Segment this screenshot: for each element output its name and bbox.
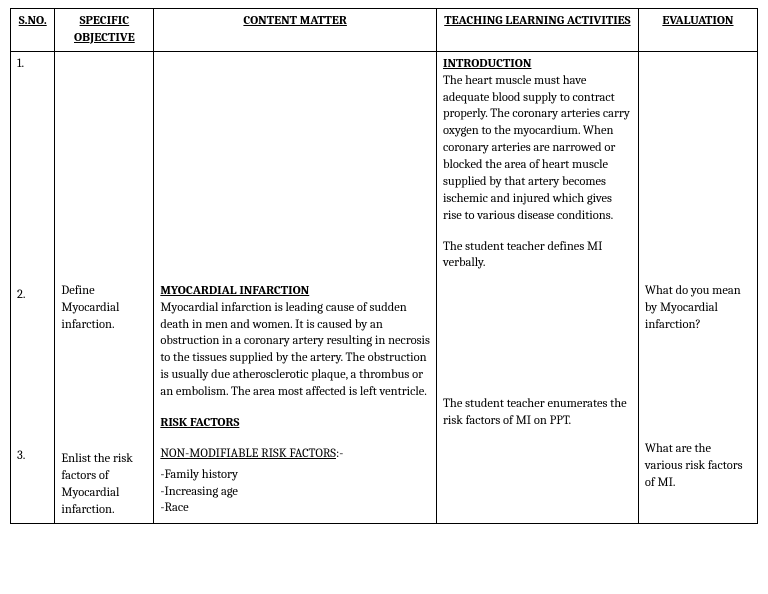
cell-evaluation: What do you mean by Myocardial infarctio… xyxy=(638,51,757,523)
mi-text: Myocardial infarction is leading cause o… xyxy=(160,301,430,399)
header-row: S.NO. SPECIFIC OBJECTIVE CONTENT MATTER … xyxy=(11,9,758,52)
risk-sub-line: NON-MODIFIABLE RISK FACTORS:- xyxy=(160,446,430,463)
cell-objective: Define Myocardial infarction. Enlist the… xyxy=(55,51,154,523)
cell-content: MYOCARDIAL INFARCTION Myocardial infarct… xyxy=(154,51,437,523)
sno-2: 2. xyxy=(17,287,48,304)
intro-heading: INTRODUCTION xyxy=(443,57,531,71)
header-evaluation: EVALUATION xyxy=(638,9,757,52)
intro-text: The heart muscle must have adequate bloo… xyxy=(443,74,630,223)
objective-2: Define Myocardial infarction. xyxy=(61,283,147,334)
header-sno: S.NO. xyxy=(11,9,55,52)
risk-sub-suffix: :- xyxy=(336,447,343,461)
content-block-3: RISK FACTORS NON-MODIFIABLE RISK FACTORS… xyxy=(160,415,430,517)
mi-heading: MYOCARDIAL INFARCTION xyxy=(160,284,309,298)
risk-item-3: -Race xyxy=(160,500,430,517)
cell-activities: INTRODUCTION The heart muscle must have … xyxy=(436,51,638,523)
content-block-2: MYOCARDIAL INFARCTION Myocardial infarct… xyxy=(160,283,430,401)
header-activities: TEACHING LEARNING ACTIVITIES xyxy=(436,9,638,52)
cell-sno: 1. 2. 3. xyxy=(11,51,55,523)
evaluation-2: What do you mean by Myocardial infarctio… xyxy=(645,283,751,334)
table-row: 1. 2. 3. Define Myocardial infarction. E… xyxy=(11,51,758,523)
activity-3: The student teacher enumerates the risk … xyxy=(443,396,632,430)
lesson-plan-table: S.NO. SPECIFIC OBJECTIVE CONTENT MATTER … xyxy=(10,8,758,524)
risk-item-2: -Increasing age xyxy=(160,484,430,501)
risk-heading: RISK FACTORS xyxy=(160,415,430,432)
header-content: CONTENT MATTER xyxy=(154,9,437,52)
objective-3: Enlist the risk factors of Myocardial in… xyxy=(61,451,147,519)
sno-3: 3. xyxy=(17,448,48,465)
activity-block-1: INTRODUCTION The heart muscle must have … xyxy=(443,56,632,225)
risk-item-1: -Family history xyxy=(160,467,430,484)
evaluation-3: What are the various risk factors of MI. xyxy=(645,441,751,492)
sno-1: 1. xyxy=(17,56,48,73)
activity-2: The student teacher defines MI verbally. xyxy=(443,239,632,273)
header-objective: SPECIFIC OBJECTIVE xyxy=(55,9,154,52)
risk-sub: NON-MODIFIABLE RISK FACTORS xyxy=(160,447,336,461)
